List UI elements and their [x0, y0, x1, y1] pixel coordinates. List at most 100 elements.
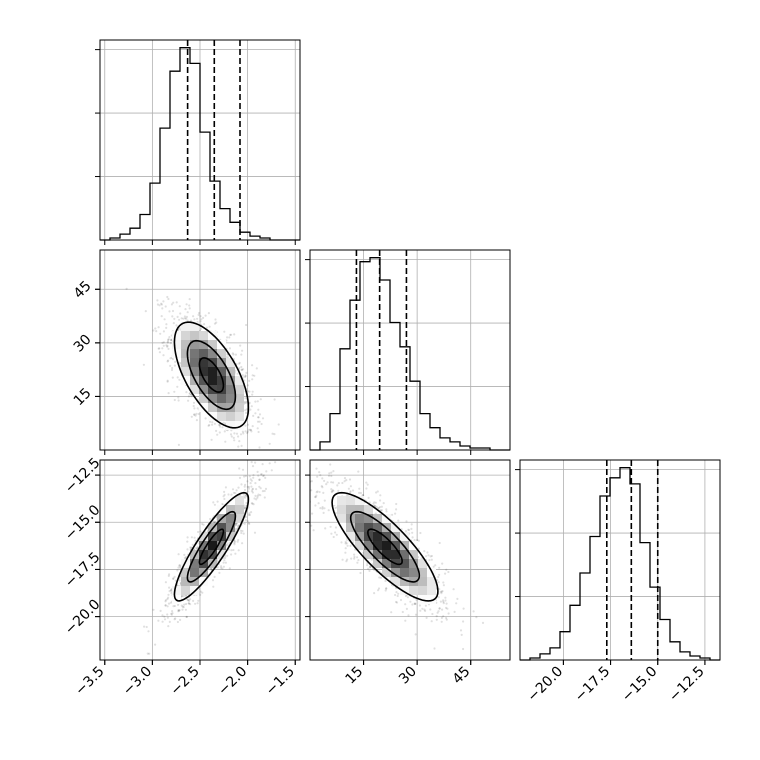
scatter-point [250, 485, 253, 488]
scatter-point [186, 536, 189, 539]
scatter-point [230, 553, 233, 556]
scatter-point [264, 487, 268, 490]
scatter-point [253, 374, 256, 377]
y-tick-label: −12.5 [62, 455, 104, 497]
scatter-point [249, 478, 252, 481]
scatter-point [174, 579, 177, 582]
scatter-point [201, 591, 204, 594]
scatter-point [248, 390, 251, 393]
corner-panels: −20.0 −17.5 −15.0 −12.5153045−20.0−17.5−15.… [62, 39, 721, 706]
scatter-point [188, 298, 191, 301]
density-cell [373, 514, 382, 523]
scatter-point [241, 468, 245, 471]
scatter-point [193, 413, 196, 416]
y-tick-label: −20.0 [62, 596, 104, 638]
scatter-point [248, 475, 251, 478]
scatter-point [446, 607, 449, 610]
scatter-point [187, 602, 191, 605]
scatter-point [235, 523, 238, 527]
density-cell [190, 385, 199, 394]
scatter-point [353, 553, 356, 556]
scatter-point [442, 600, 445, 603]
scatter-point [320, 485, 323, 488]
scatter-point [166, 613, 169, 616]
scatter-point [178, 579, 181, 582]
scatter-point [442, 599, 445, 602]
scatter-point [243, 507, 247, 510]
scatter-point [246, 423, 250, 426]
scatter-point [238, 362, 241, 365]
scatter-point [224, 486, 227, 489]
scatter-point [221, 567, 224, 570]
density-cell [217, 550, 226, 559]
scatter-point [178, 563, 181, 567]
scatter-point [168, 310, 171, 313]
density-cell [172, 349, 181, 358]
scatter-point [244, 400, 247, 403]
density-cell [226, 358, 235, 367]
scatter-point [251, 364, 254, 367]
scatter-point [176, 376, 179, 379]
scatter-point [189, 319, 193, 322]
scatter-point [176, 385, 179, 388]
density-cell [355, 505, 364, 514]
scatter-point [167, 392, 170, 395]
scatter-point [190, 415, 193, 418]
scatter-point [349, 485, 352, 488]
scatter-point [243, 488, 247, 492]
scatter-point [249, 428, 252, 432]
scatter-point [170, 338, 173, 341]
scatter-point [226, 356, 229, 359]
density-cell [418, 586, 427, 595]
scatter-point [154, 643, 157, 646]
scatter-point [394, 512, 397, 515]
scatter-point [200, 327, 203, 330]
scatter-point [314, 504, 317, 507]
scatter-point [251, 390, 254, 393]
scatter-point [201, 522, 204, 526]
scatter-point [234, 529, 237, 532]
scatter-point [176, 603, 180, 607]
scatter-point [254, 461, 257, 464]
density-cell [208, 403, 217, 412]
scatter-point [442, 615, 445, 618]
scatter-point [373, 501, 376, 504]
scatter-point [435, 618, 438, 621]
x-tick-label: 45 [450, 664, 474, 688]
scatter-point [232, 436, 235, 439]
x-tick-label: −17.5 [572, 664, 614, 706]
scatter-point [231, 488, 235, 491]
scatter-point [380, 509, 383, 512]
scatter-point [177, 396, 180, 399]
scatter-point [274, 461, 277, 464]
scatter-point [230, 453, 232, 455]
scatter-point [257, 408, 260, 411]
scatter-point [204, 314, 207, 317]
scatter-point [334, 526, 338, 529]
scatter-point [152, 329, 155, 332]
scatter-point [196, 407, 199, 410]
scatter-point [167, 596, 170, 599]
scatter-point [258, 413, 262, 416]
scatter-point [256, 420, 260, 423]
scatter-point [167, 297, 170, 301]
density-map [328, 496, 436, 604]
scatter-point [322, 491, 325, 494]
scatter-point [183, 553, 186, 557]
density-contour [349, 510, 421, 583]
scatter-point [325, 483, 328, 486]
scatter-point [178, 318, 181, 321]
scatter-point [440, 620, 443, 623]
scatter-point [270, 469, 273, 472]
scatter-point [374, 501, 377, 504]
scatter-point [189, 598, 192, 601]
density-cell [199, 541, 208, 550]
density-cell [217, 523, 226, 532]
scatter-point [257, 416, 260, 419]
scatter-point [246, 480, 249, 483]
scatter-point [164, 599, 167, 602]
scatter-point [213, 322, 217, 325]
scatter-point [330, 488, 333, 491]
scatter-point [185, 602, 188, 606]
scatter-point [167, 625, 170, 628]
